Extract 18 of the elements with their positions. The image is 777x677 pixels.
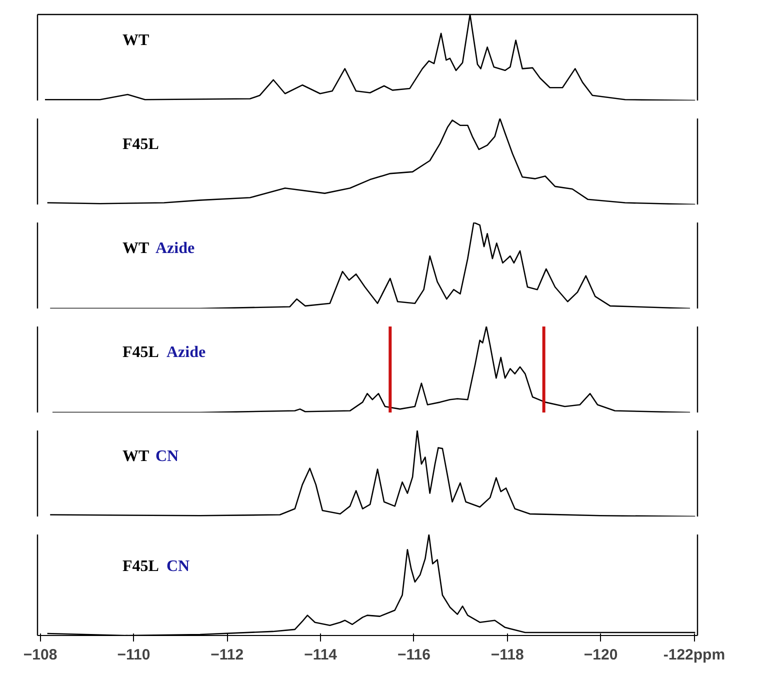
x-tick-label: −120: [584, 646, 618, 664]
x-tick-label: −116: [397, 646, 430, 664]
text: CN: [166, 558, 190, 575]
text: Azide: [156, 240, 195, 257]
x-tick-label: −114: [304, 646, 338, 664]
text: WT: [122, 448, 150, 465]
x-tick-label: −110: [117, 646, 150, 664]
text: CN: [156, 448, 180, 465]
x-tick-label: −118: [490, 646, 524, 664]
text: F45L: [122, 558, 159, 575]
text: WT: [122, 32, 150, 49]
text: F45L: [122, 344, 159, 361]
text: Azide: [166, 344, 206, 361]
x-tick-label: −108: [23, 646, 58, 664]
text: WT: [122, 240, 150, 257]
x-tick-label: -122ppm: [663, 646, 726, 664]
text: F45L: [122, 136, 159, 153]
x-tick-label: −112: [210, 646, 244, 664]
